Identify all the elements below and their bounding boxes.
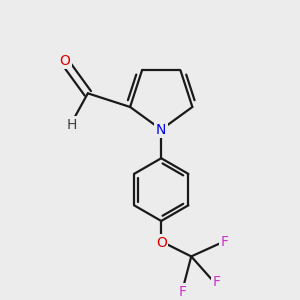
Text: F: F xyxy=(212,275,220,289)
Text: O: O xyxy=(59,54,70,68)
Text: N: N xyxy=(156,123,166,136)
Text: F: F xyxy=(178,285,186,299)
Text: O: O xyxy=(156,236,167,250)
Text: H: H xyxy=(67,118,77,132)
Text: F: F xyxy=(221,235,229,249)
